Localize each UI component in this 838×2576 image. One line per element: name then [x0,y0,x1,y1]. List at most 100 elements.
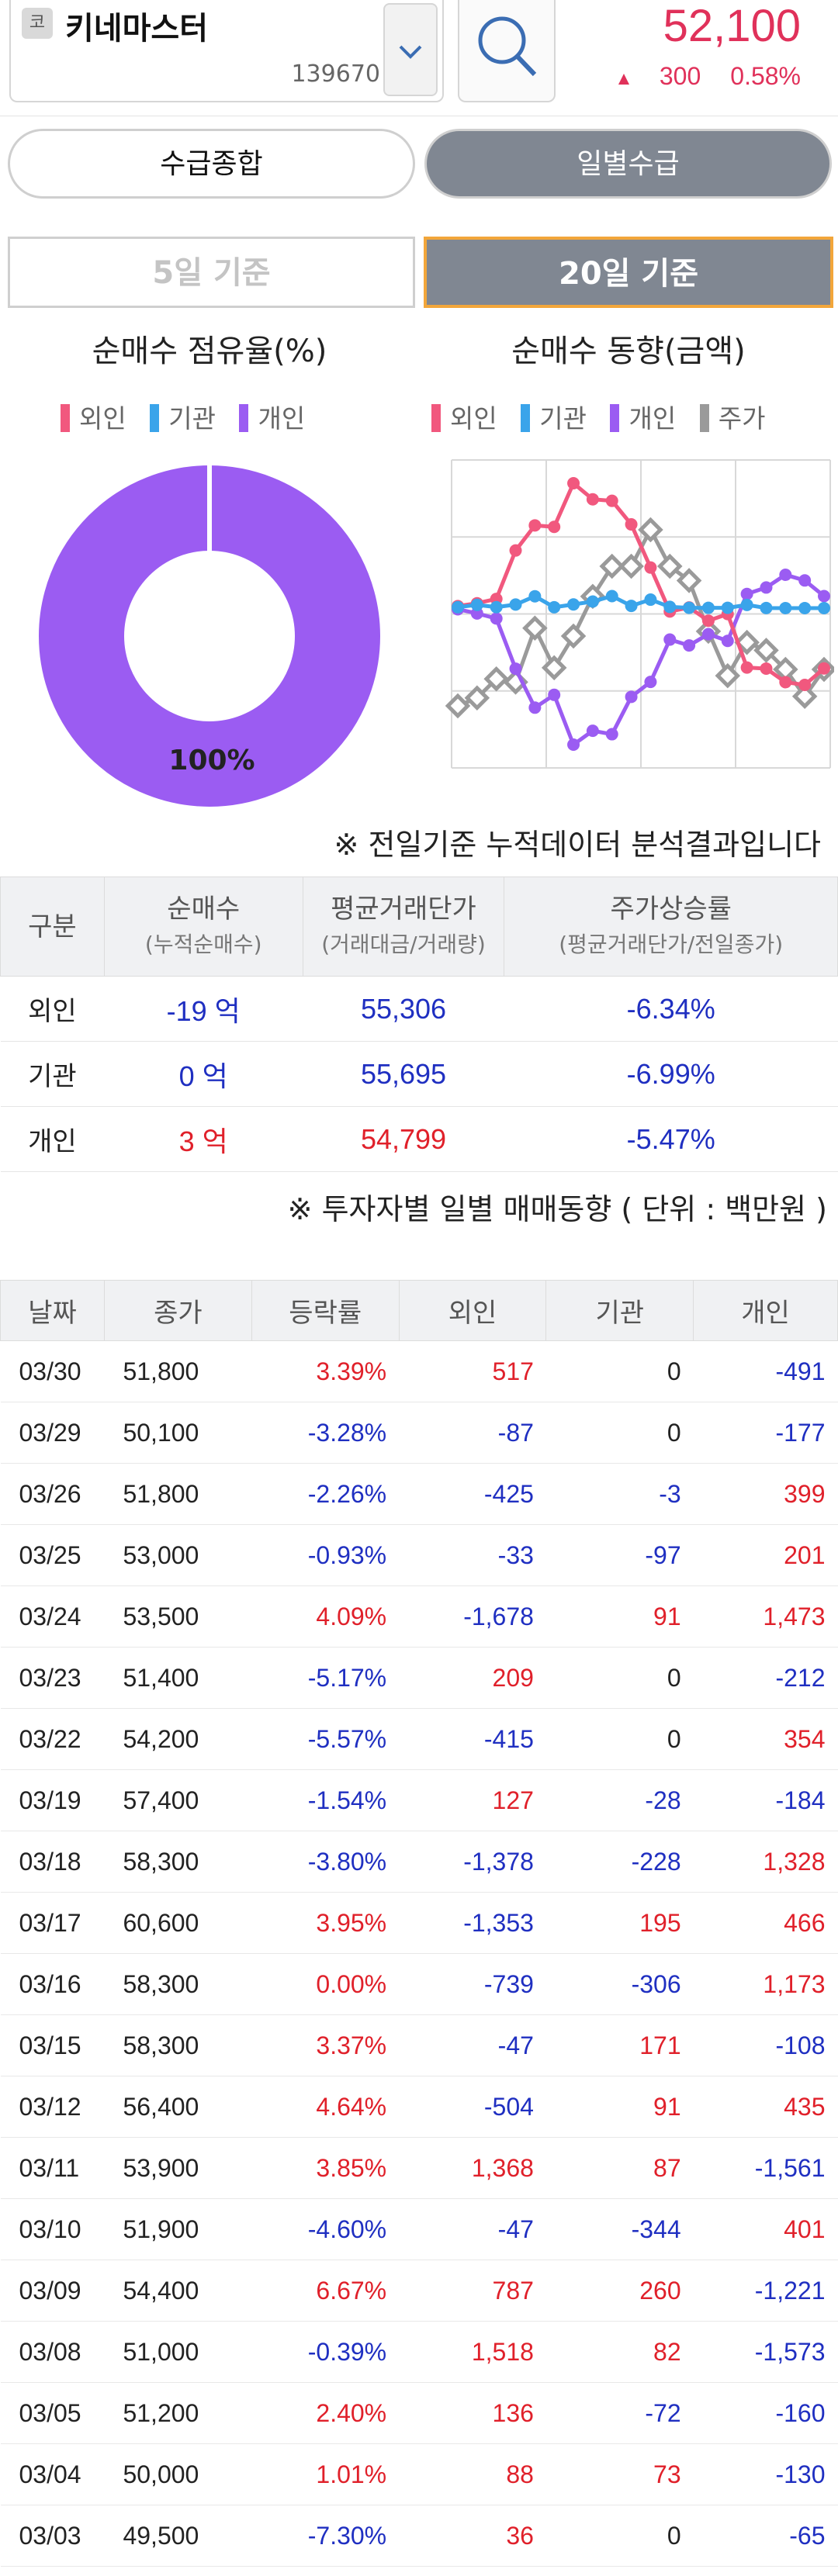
daily-row: 03/08 51,000 -0.39% 1,518 82 -1,573 [0,2321,838,2383]
search-button[interactable] [458,0,556,102]
trend-line-chart [445,459,834,769]
summary-header-row: 구분 순매수 (누적순매수) 평균거래단가 (거래대금/거래량) 주가상승률 (평균거… [0,877,838,977]
tab-supply-summary[interactable]: 수급종합 [8,129,415,199]
foreign-point [779,676,792,689]
legend-institution: 기관 [539,403,587,434]
tab-5-day[interactable]: 5일 기준 [8,237,415,308]
foreign-point [528,519,542,532]
daily-change-rate: -1.54% [251,1769,400,1831]
price-point [773,656,798,683]
summary-investor: 개인 [0,1106,105,1172]
legend-institution: 기관 [168,403,216,434]
daily-header-individual: 개인 [693,1280,838,1341]
daily-row: 03/19 57,400 -1.54% 127 -28 -184 [0,1769,838,1831]
daily-close: 53,900 [104,2137,252,2199]
stock-selector[interactable]: 코 키네마스터 139670 [9,0,444,102]
daily-header-institution: 기관 [545,1280,694,1341]
daily-row: 03/30 51,800 3.39% 517 0 -491 [0,1340,838,1402]
daily-header-row: 날짜 종가 등락률 외인 기관 개인 [0,1280,838,1341]
institution-point [663,600,677,614]
institution-point [625,600,638,613]
price-point [791,683,818,709]
daily-date: 03/04 [0,2443,105,2505]
summary-investor: 외인 [0,976,105,1042]
price-point [618,553,644,579]
daily-date: 03/09 [0,2260,105,2322]
daily-close: 51,800 [104,1340,252,1402]
daily-row: 03/29 50,100 -3.28% -87 0 -177 [0,1402,838,1464]
daily-close: 53,500 [104,1585,252,1648]
legend-individual: 개인 [628,403,677,434]
daily-date: 03/05 [0,2382,105,2444]
foreign-point [701,614,715,628]
individual-point [509,662,522,676]
daily-foreign: -415 [399,1708,546,1770]
individual-point [740,587,753,600]
individual-point [586,724,599,738]
daily-close: 50,000 [104,2443,252,2505]
institution-swatch [150,404,160,432]
daily-individual: -1,221 [693,2260,838,2322]
daily-individual: 435 [693,2076,838,2138]
daily-individual: -1,573 [693,2321,838,2383]
foreign-point [605,494,618,507]
foreign-point [509,544,522,557]
daily-foreign: 1,368 [399,2137,546,2199]
individual-point [818,590,830,603]
daily-close: 49,500 [104,2505,252,2567]
daily-date: 03/30 [0,1340,105,1402]
daily-change-rate: 3.95% [251,1892,400,1954]
daily-header-close: 종가 [103,1280,252,1341]
individual-point [701,628,715,641]
search-icon [478,16,537,77]
daily-date: 03/03 [0,2505,105,2567]
daily-close: 54,200 [104,1708,252,1770]
summary-header-rise-rate: 주가상승률 (평균거래단가/전일종가) [504,877,838,977]
daily-date: 03/17 [0,1892,105,1954]
daily-date: 03/25 [0,1524,105,1586]
daily-change-rate: -4.60% [251,2198,400,2260]
daily-institution: -28 [545,1769,694,1831]
daily-row: 03/24 53,500 4.09% -1,678 91 1,473 [0,1585,838,1648]
daily-foreign: -47 [399,2198,546,2260]
daily-individual: -212 [693,1647,838,1709]
daily-individual: 1,328 [693,1831,838,1893]
summary-avg-price: 55,695 [303,1041,504,1107]
daily-foreign: -33 [399,1524,546,1586]
daily-date: 03/10 [0,2198,105,2260]
daily-row: 03/22 54,200 -5.57% -415 0 354 [0,1708,838,1770]
daily-close: 58,300 [104,2014,252,2076]
tab-daily-supply[interactable]: 일별수급 [424,129,832,199]
summary-avg-price: 55,306 [303,976,504,1042]
daily-institution: 0 [545,1402,694,1464]
price-point [734,629,760,655]
daily-row: 03/05 51,200 2.40% 136 -72 -160 [0,2382,838,2444]
daily-individual: 399 [693,1463,838,1525]
summary-rise-rate: -5.47% [504,1106,838,1172]
foreign-point [567,477,580,489]
legend-price: 주가 [718,403,766,434]
institution-point [644,593,657,607]
daily-close: 53,000 [104,1524,252,1586]
institution-point [490,600,503,614]
stock-header: 코 키네마스터 139670 52,100 ▲ 300 0.58% [0,0,838,116]
daily-foreign: 209 [399,1647,546,1709]
summary-row: 개인 3 억 54,799 -5.47% [0,1106,838,1172]
daily-change-rate: -7.30% [251,2505,400,2567]
summary-header-avg-price: 평균거래단가 (거래대금/거래량) [302,877,505,977]
individual-point [605,728,618,741]
daily-change-rate: -5.17% [251,1647,400,1709]
individual-point [798,574,812,587]
trend-chart-title: 순매수 동향(금액) [511,334,746,369]
tab-20-day[interactable]: 20일 기준 [424,237,833,308]
legend-foreign: 외인 [79,403,126,434]
daily-individual: -184 [693,1769,838,1831]
daily-header-date: 날짜 [0,1280,105,1341]
daily-date: 03/08 [0,2321,105,2383]
stock-dropdown-button[interactable] [383,3,438,96]
price-point [445,693,471,719]
daily-institution: 0 [545,2505,694,2567]
daily-change-rate: -0.39% [251,2321,400,2383]
summary-rise-rate: -6.99% [504,1041,838,1107]
individual-point [490,612,503,625]
